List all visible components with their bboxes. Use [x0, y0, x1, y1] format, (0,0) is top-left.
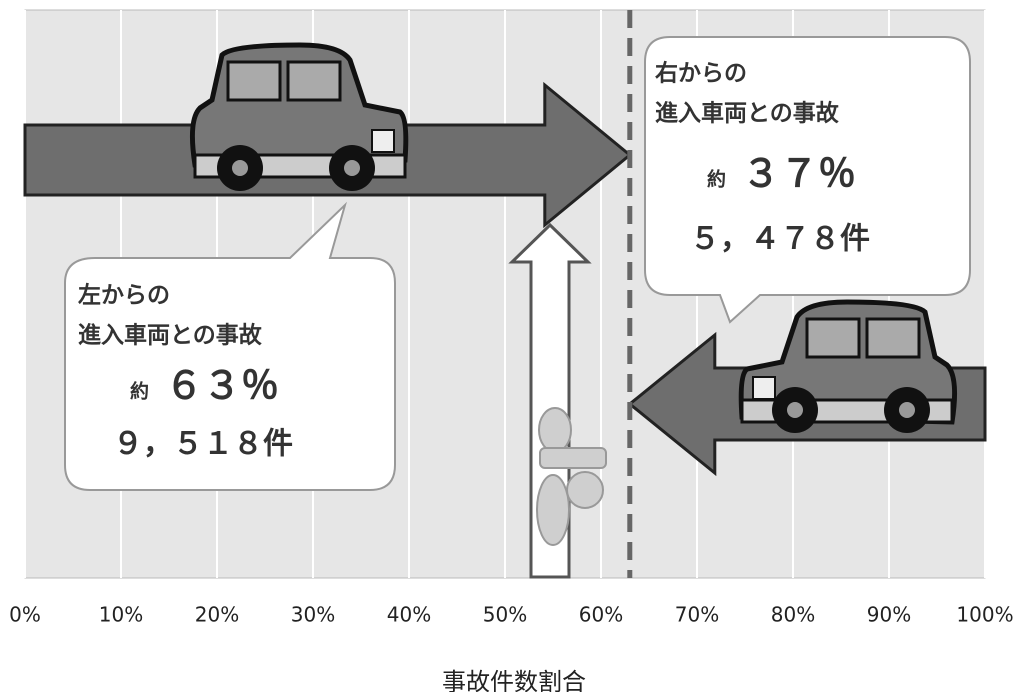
callout-label: 左からの [78, 283, 170, 309]
x-tick-label: 60% [579, 603, 623, 627]
value-label: ６３％ [165, 364, 279, 408]
callout-left [64, 201, 396, 491]
callout-label: 右からの [655, 60, 747, 87]
prefix: 約 [707, 168, 726, 191]
count-label: ９，５１８件 [113, 427, 293, 462]
callout-label: 進入車両との事故 [78, 323, 262, 349]
x-tick-label: 40% [387, 603, 431, 627]
value-label: ３７％ [742, 152, 856, 196]
x-tick-label: 10% [99, 603, 143, 627]
x-tick-label: 70% [675, 603, 719, 627]
x-tick-label: 100% [956, 603, 1013, 627]
car-left [189, 42, 409, 191]
count-label: ５，４７８件 [690, 222, 870, 257]
x-tick-label: 80% [771, 603, 815, 627]
callout-right [644, 36, 971, 324]
x-tick-label: 20% [195, 603, 239, 627]
car-right [738, 299, 958, 433]
x-tick-label: 90% [867, 603, 911, 627]
x-tick-label: 0% [9, 603, 41, 627]
x-tick-label: 50% [483, 603, 527, 627]
callout-label: 進入車両との事故 [655, 101, 839, 127]
motorcycle [536, 407, 607, 546]
prefix: 約 [130, 380, 149, 403]
x-tick-label: 30% [291, 603, 335, 627]
x-axis-title: 事故件数割合 [442, 668, 586, 692]
